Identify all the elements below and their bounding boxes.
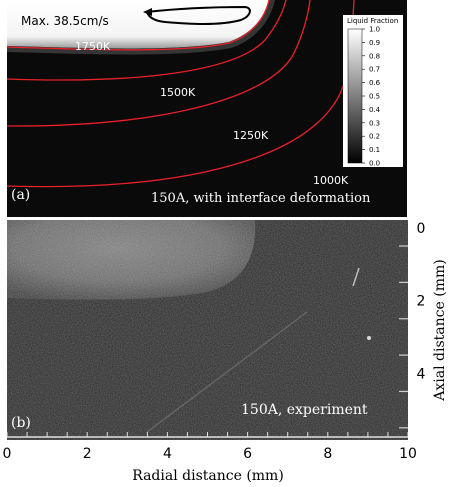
- x-tick-label: 8: [323, 446, 332, 462]
- panel-a-caption: 150A, with interface deformation: [151, 191, 371, 206]
- legend-tick-label: 0.1: [369, 146, 380, 154]
- scratch-line: [146, 311, 308, 433]
- x-axis: 0 2 4 6 8 10 Radial distance (mm): [3, 446, 417, 484]
- legend-colorbar: [347, 28, 363, 164]
- panel-b-caption: 150A, experiment: [241, 402, 368, 418]
- velocity-streamline: [146, 5, 251, 25]
- y-tick-label: 0: [417, 221, 426, 237]
- isotherm-1500k-line: [7, 0, 287, 81]
- legend-tick-label: 0.3: [369, 119, 380, 127]
- legend-tick-label: 0.8: [369, 52, 380, 60]
- isotherm-1500k-label: 1500K: [160, 86, 196, 99]
- legend-tick-label: 0.7: [369, 66, 380, 74]
- panel-a-label: (a): [11, 187, 30, 203]
- legend-tick-label: 0.6: [369, 79, 381, 87]
- legend-tick-label: 0.4: [369, 106, 381, 114]
- experiment-panel: (b) 150A, experiment: [7, 220, 408, 440]
- legend-tick-label: 0.9: [369, 39, 380, 47]
- melt-pool-region: [7, 0, 269, 49]
- legend-tick-label: 0.5: [369, 93, 380, 101]
- legend-title: Liquid Fraction: [347, 17, 398, 25]
- y-tick-label: 2: [417, 294, 426, 310]
- liquid-fraction-legend: Liquid Fraction 1.0 0.9 0.8 0.7 0.6 0.5 0.4 0.3…: [343, 15, 403, 168]
- isotherm-1750k-label: 1750K: [75, 40, 111, 53]
- y-tick-label: 4: [417, 366, 426, 382]
- y-axis-label: Axial distance (mm): [432, 259, 448, 401]
- isotherm-1250k-label: 1250K: [233, 129, 269, 142]
- legend-tick-label: 0.0: [369, 160, 380, 168]
- legend-tick-label: 0.2: [369, 133, 380, 141]
- legend-tick-label: 1.0: [369, 26, 380, 34]
- isotherm-1750k-line: [7, 0, 270, 51]
- max-velocity-label: Max. 38.5cm/s: [21, 14, 109, 28]
- x-tick-label: 2: [83, 446, 92, 462]
- isotherm-1250k-line: [7, 0, 311, 127]
- isotherm-1000k-label: 1000K: [313, 174, 349, 187]
- x-tick-label: 6: [243, 446, 252, 462]
- melt-pool-shadow: [7, 0, 275, 55]
- bright-speck: [367, 336, 371, 340]
- x-tick-label: 0: [3, 446, 12, 462]
- experiment-noise: [7, 220, 408, 440]
- bright-streak: [352, 267, 360, 287]
- x-tick-label: 4: [163, 446, 172, 462]
- simulation-panel: Max. 38.5cm/s 1750K 1500K 1250K 1000K (a…: [7, 0, 407, 217]
- x-axis-label: Radial distance (mm): [132, 468, 284, 484]
- x-tick-label: 10: [399, 446, 417, 462]
- y-axis: 0 2 4 Axial distance (mm): [417, 221, 448, 402]
- panel-b-label: (b): [11, 415, 31, 431]
- streamline-arrow: [143, 8, 152, 16]
